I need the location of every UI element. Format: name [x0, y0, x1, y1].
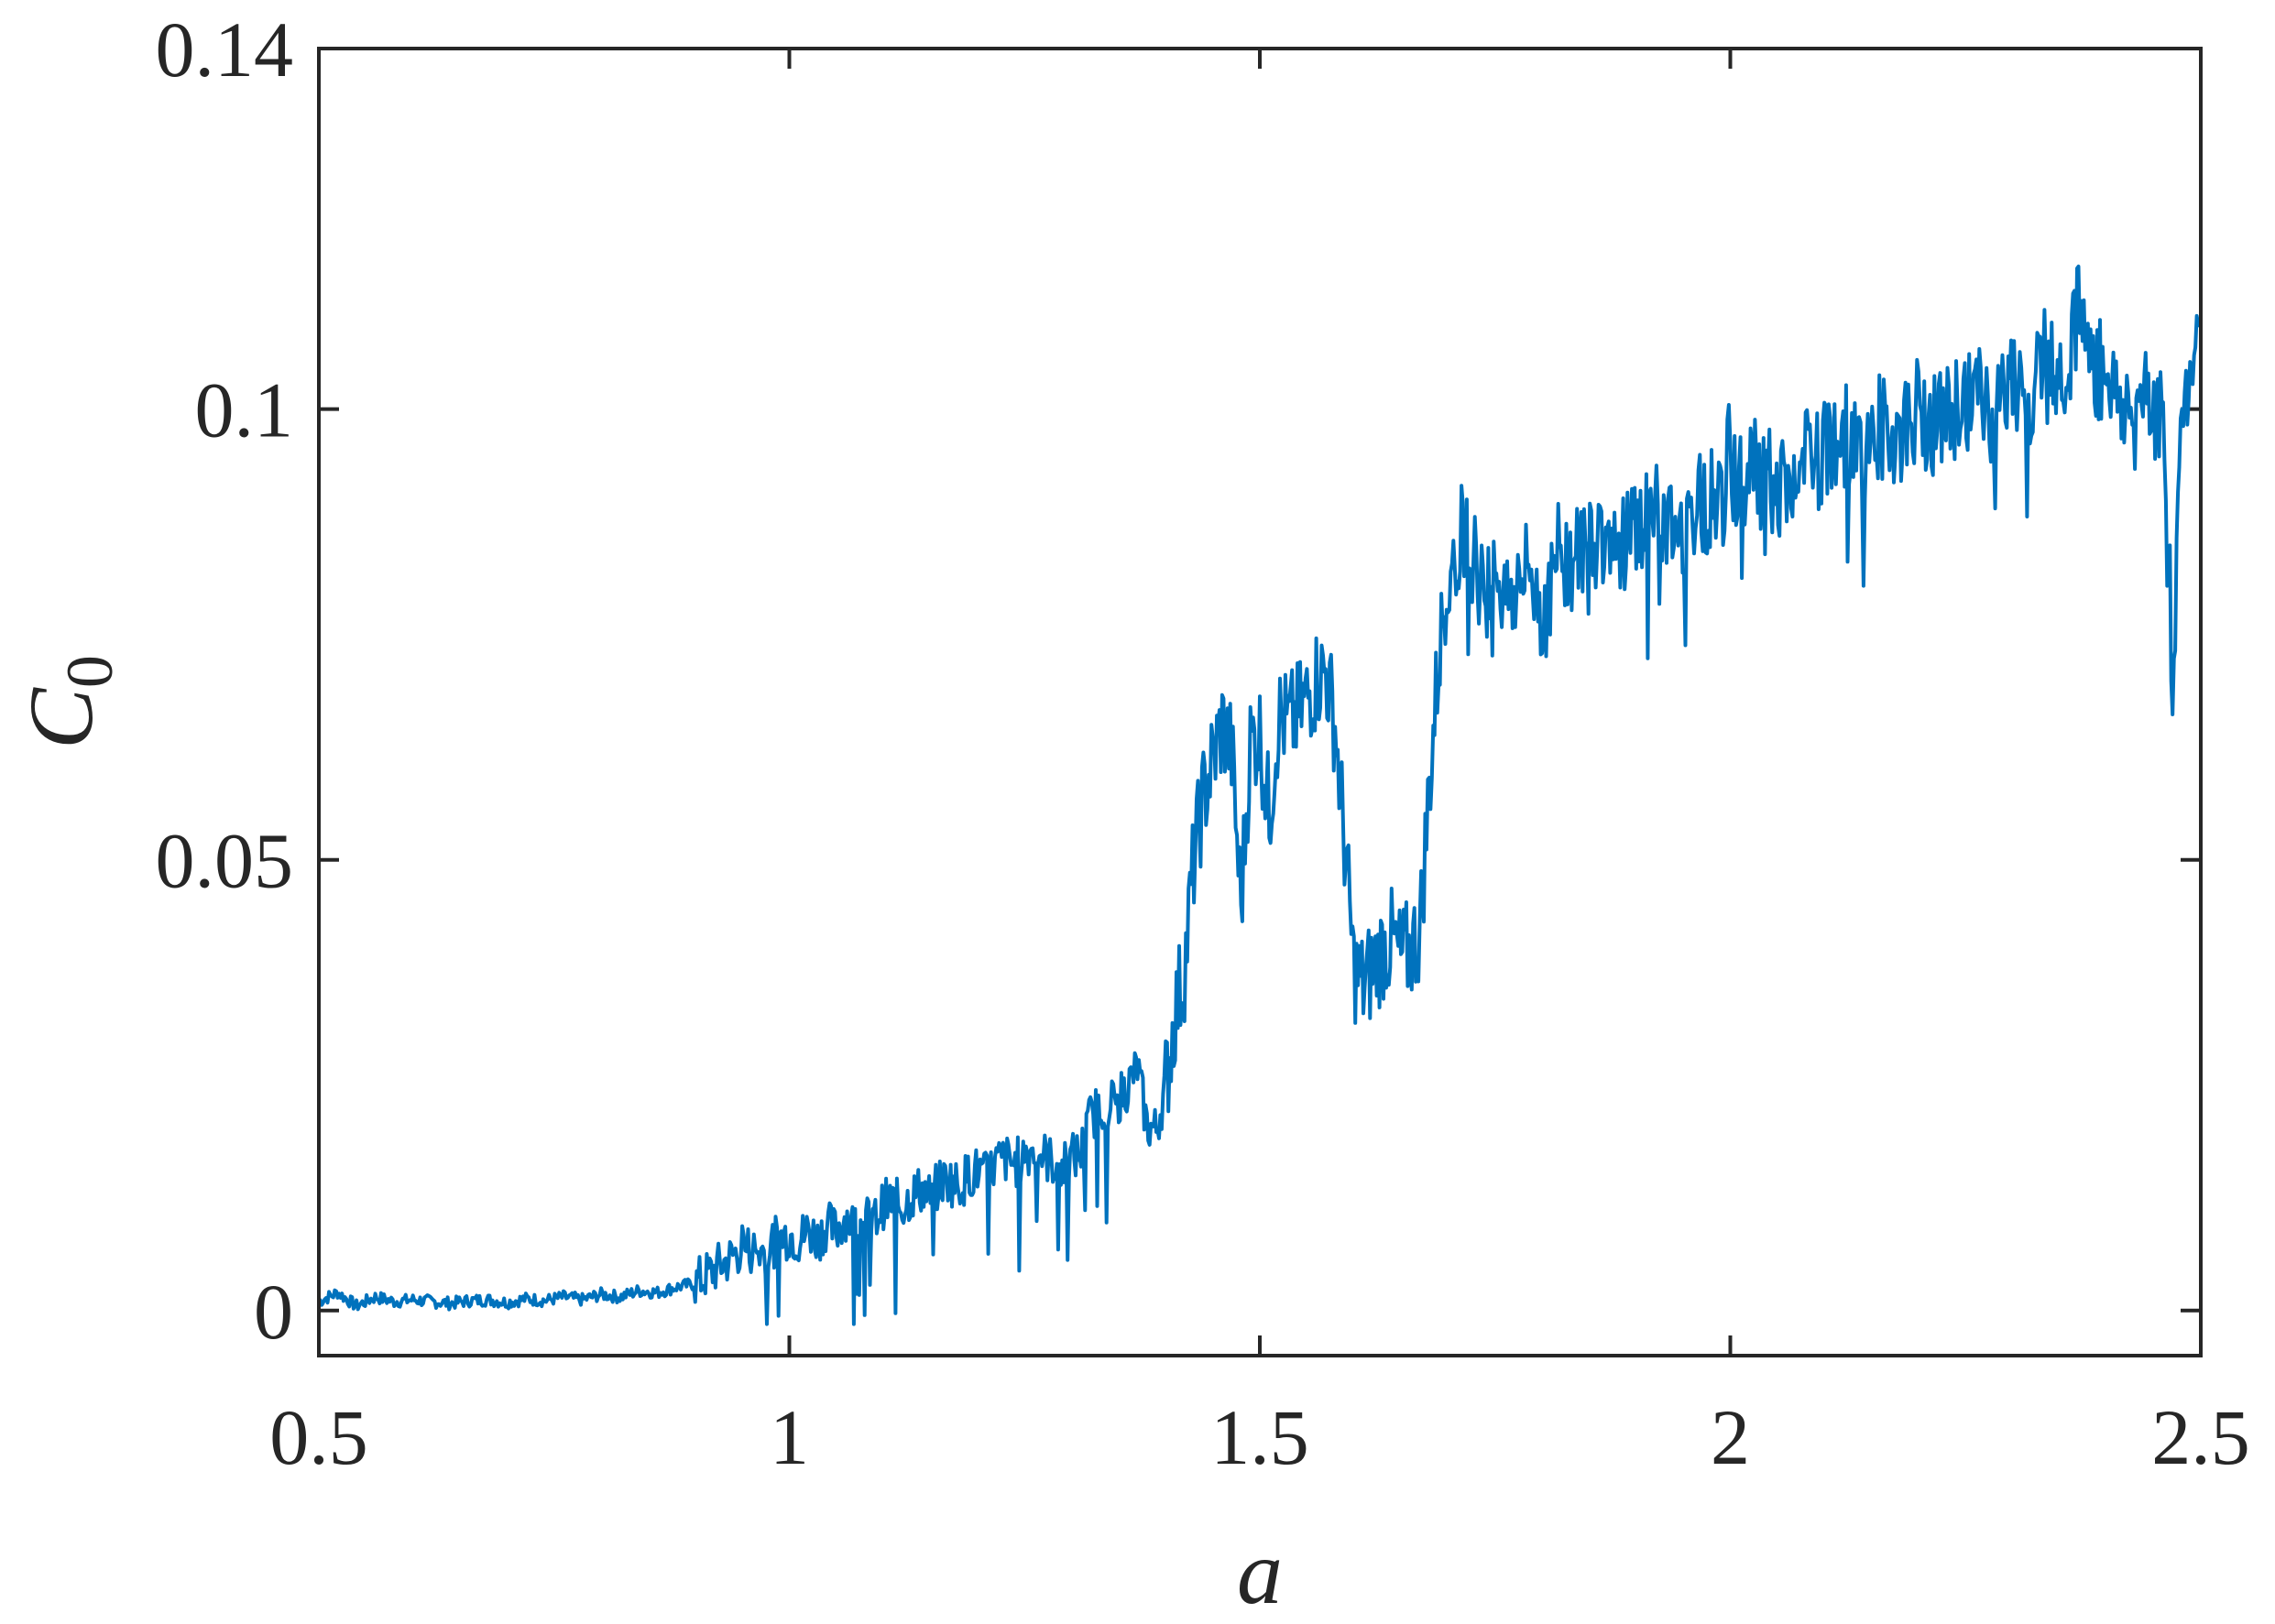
x-tick-label: 1.5: [1210, 1393, 1309, 1481]
x-tick-label: 2.5: [2151, 1393, 2250, 1481]
y-axis-label: C0: [10, 655, 126, 749]
plot-frame: [317, 47, 2203, 1357]
x-axis-label: a: [1237, 1521, 1283, 1623]
y-tick-label: 0.1: [195, 366, 294, 454]
y-axis-label-subscript: 0: [53, 655, 126, 688]
y-tick-label: 0.05: [156, 817, 294, 905]
y-tick-label: 0: [254, 1268, 293, 1356]
x-tick-label: 2: [1711, 1393, 1750, 1481]
x-tick-label: 0.5: [269, 1393, 368, 1481]
series-layer: [317, 264, 2203, 1326]
y-tick-label: 0.14: [156, 5, 294, 93]
y-axis-label-main: C: [10, 687, 112, 749]
x-tick-label: 1: [770, 1393, 809, 1481]
tick-labels: 0.5 1 1.5 2 2.5 0 0.05 0.1 0.14: [156, 5, 2250, 1481]
series-line: [317, 264, 2203, 1326]
y-axis-label-text: C0: [10, 655, 126, 749]
